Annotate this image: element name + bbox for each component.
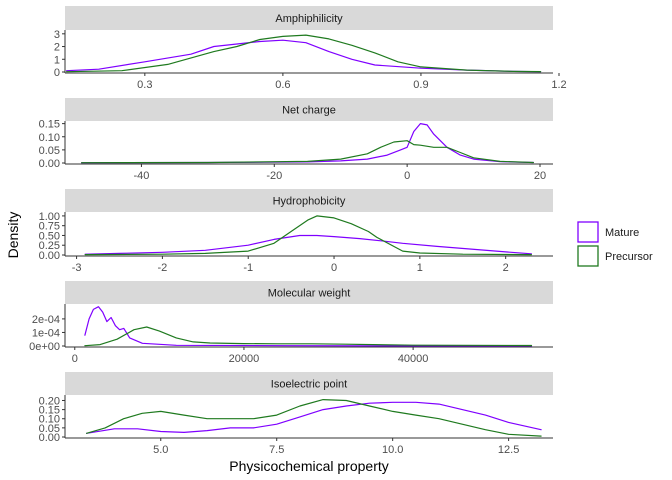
legend-key-precursor xyxy=(577,245,599,267)
legend-label-mature: Mature xyxy=(605,227,639,239)
density-line-mature-net-charge xyxy=(81,123,534,164)
strip-molecular-weight xyxy=(65,281,553,304)
strip-title-hydrophobicity: Hydrophobicity xyxy=(273,196,346,208)
x-tick-label-isoelectric-point: 7.5 xyxy=(269,444,284,456)
x-tick-label-molecular-weight: 40000 xyxy=(398,353,429,365)
x-tick-label-hydrophobicity: 2 xyxy=(503,262,509,274)
x-tick-label-net-charge: -40 xyxy=(133,170,149,182)
density-line-precursor-hydrophobicity xyxy=(84,215,532,256)
x-tick-label-hydrophobicity: -2 xyxy=(158,262,168,274)
y-tick-label-isoelectric-point: 0.20 xyxy=(39,395,60,407)
y-tick-label-amphiphilicity: 0 xyxy=(54,67,60,79)
y-tick-label-net-charge: 0.15 xyxy=(39,119,60,131)
density-line-mature-isoelectric-point xyxy=(86,401,542,434)
density-line-mature-hydrophobicity xyxy=(84,234,532,255)
density-line-precursor-molecular-weight xyxy=(84,326,533,347)
y-tick-label-isoelectric-point: 0.15 xyxy=(39,405,60,417)
y-tick-label-hydrophobicity: 0.50 xyxy=(39,230,60,242)
density-line-precursor-amphiphilicity xyxy=(66,34,542,73)
y-tick-label-molecular-weight: 0e+00 xyxy=(29,341,60,353)
strip-title-isoelectric-point: Isoelectric point xyxy=(271,379,347,391)
x-axis-title: Physicochemical property xyxy=(229,458,389,474)
legend-label-precursor: Precursor xyxy=(605,251,653,263)
strip-hydrophobicity xyxy=(65,189,553,212)
x-tick-label-net-charge: 0 xyxy=(404,170,410,182)
strip-net-charge xyxy=(65,98,553,121)
y-tick-label-isoelectric-point: 0.10 xyxy=(39,414,60,426)
y-tick-label-amphiphilicity: 1 xyxy=(54,54,60,66)
x-tick-label-net-charge: 20 xyxy=(534,170,546,182)
x-tick-label-molecular-weight: 20000 xyxy=(229,353,260,365)
x-tick-label-amphiphilicity: 0.6 xyxy=(275,79,290,91)
legend: Mature Precursor xyxy=(577,221,653,267)
x-tick-label-amphiphilicity: 0.9 xyxy=(413,79,428,91)
x-tick-label-isoelectric-point: 5.0 xyxy=(153,444,168,456)
y-tick-label-hydrophobicity: 0.75 xyxy=(39,221,60,233)
x-tick-label-amphiphilicity: 0.3 xyxy=(137,79,152,91)
y-tick-label-isoelectric-point: 0.05 xyxy=(39,423,60,435)
y-tick-label-hydrophobicity: 0.00 xyxy=(39,250,60,262)
y-tick-label-net-charge: 0.05 xyxy=(39,145,60,157)
density-line-precursor-isoelectric-point xyxy=(86,399,542,437)
y-tick-label-amphiphilicity: 3 xyxy=(54,29,60,41)
y-tick-label-molecular-weight: 1e-04 xyxy=(32,327,60,339)
y-tick-label-hydrophobicity: 0.25 xyxy=(39,240,60,252)
y-tick-label-molecular-weight: 2e-04 xyxy=(32,314,60,326)
density-line-mature-amphiphilicity xyxy=(66,39,542,73)
density-line-precursor-net-charge xyxy=(81,140,534,164)
y-tick-label-amphiphilicity: 2 xyxy=(54,42,60,54)
legend-key-mature xyxy=(577,221,599,243)
x-tick-label-isoelectric-point: 12.5 xyxy=(498,444,519,456)
strip-title-amphiphilicity: Amphiphilicity xyxy=(275,13,343,25)
x-tick-label-hydrophobicity: 0 xyxy=(331,262,337,274)
x-tick-label-hydrophobicity: 1 xyxy=(417,262,423,274)
panel-net-charge: Net charge 0.000.050.100.15 -40 -20 0 20 xyxy=(39,98,553,182)
x-tick-label-hydrophobicity: -3 xyxy=(72,262,82,274)
strip-title-net-charge: Net charge xyxy=(282,105,336,117)
x-tick-label-hydrophobicity: -1 xyxy=(243,262,253,274)
strip-title-molecular-weight: Molecular weight xyxy=(268,288,351,300)
x-tick-label-amphiphilicity: 1.2 xyxy=(551,79,566,91)
x-tick-label-net-charge: -20 xyxy=(266,170,282,182)
y-tick-label-net-charge: 0.10 xyxy=(39,132,60,144)
panel-isoelectric-point: Isoelectric point 0.000.050.100.150.20 5.0… xyxy=(39,372,553,456)
y-tick-label-hydrophobicity: 1.00 xyxy=(39,211,60,223)
strip-isoelectric-point xyxy=(65,372,553,395)
strip-amphiphilicity xyxy=(65,6,553,30)
density-line-mature-molecular-weight xyxy=(84,306,533,347)
panel-hydrophobicity: Hydrophobicity 0.000.250.500.751.00 -3 -2 -1… xyxy=(39,189,553,274)
y-tick-label-isoelectric-point: 0.00 xyxy=(39,432,60,444)
x-tick-label-isoelectric-point: 10.0 xyxy=(382,444,403,456)
y-axis-title: Density xyxy=(5,212,21,259)
y-tick-label-net-charge: 0.00 xyxy=(39,158,60,170)
x-tick-label-molecular-weight: 0 xyxy=(72,353,78,365)
